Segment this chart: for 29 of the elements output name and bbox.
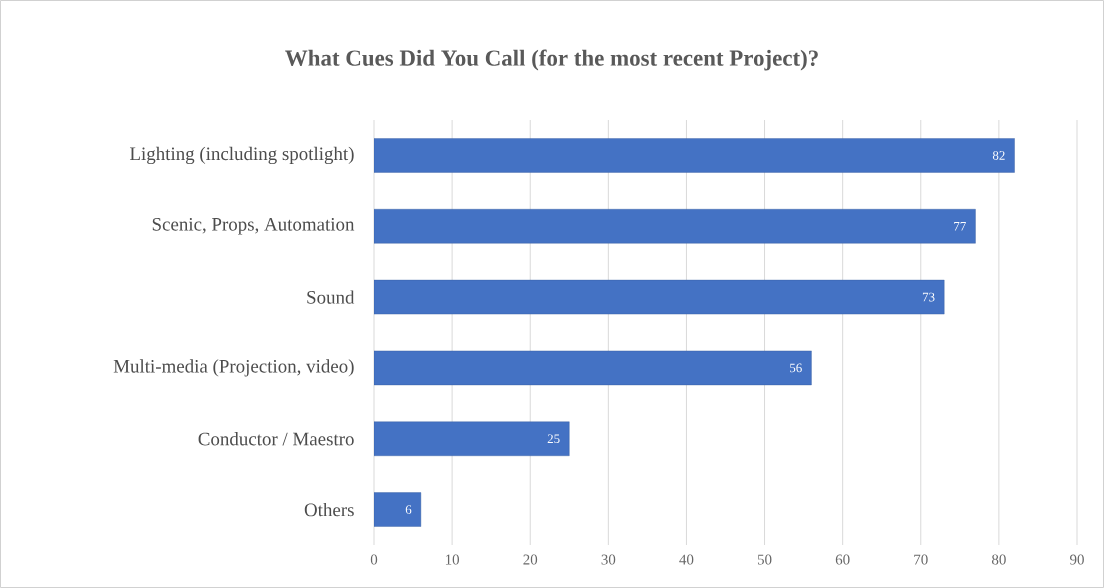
- x-tick-label: 60: [835, 554, 850, 565]
- data-label: 77: [954, 222, 966, 231]
- y-tick-label: Lighting (including spotlight): [129, 146, 354, 165]
- x-tick-label: 40: [679, 554, 694, 565]
- data-label: 6: [405, 505, 412, 514]
- y-tick-label: Scenic, Props, Automation: [152, 217, 355, 235]
- data-label: 73: [922, 292, 935, 302]
- x-tick-label: 70: [914, 554, 928, 565]
- y-tick-label: Conductor / Maestro: [198, 432, 354, 446]
- chart-title: What Cues Did You Call (for the most recent Project)?: [285, 49, 818, 71]
- x-tick-label: 0: [370, 554, 378, 565]
- x-tick-label: 10: [445, 554, 460, 565]
- data-label: 56: [790, 363, 802, 373]
- x-tick-label: 20: [523, 554, 538, 565]
- bar: [374, 492, 422, 527]
- bar: [374, 421, 570, 456]
- data-label: 25: [547, 434, 560, 444]
- x-tick-label: 30: [601, 554, 616, 565]
- x-tick-label: 90: [1070, 554, 1084, 565]
- bar: [374, 279, 945, 315]
- x-tick-label: 80: [991, 554, 1006, 565]
- data-label: 82: [992, 151, 1005, 160]
- y-tick-label: Sound: [307, 290, 355, 304]
- bar: [374, 350, 812, 386]
- bar: [374, 209, 976, 244]
- y-tick-label: Others: [304, 502, 354, 517]
- x-tick-label: 50: [757, 554, 772, 565]
- y-tick-label: Multi-media (Projection, video): [113, 359, 354, 377]
- bar: [374, 138, 1015, 173]
